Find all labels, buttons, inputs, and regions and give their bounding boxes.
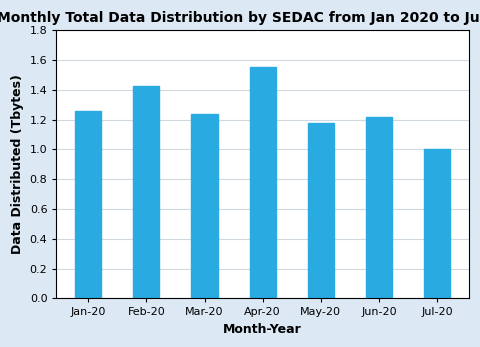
Bar: [250, 67, 276, 298]
Bar: [75, 111, 101, 298]
Bar: [308, 123, 334, 298]
Bar: [192, 114, 217, 298]
Bar: [366, 117, 392, 298]
Title: Monthly Total Data Distribution by SEDAC from Jan 2020 to Jul 2020: Monthly Total Data Distribution by SEDAC…: [0, 11, 480, 25]
Bar: [133, 85, 159, 298]
Bar: [424, 150, 450, 298]
X-axis label: Month-Year: Month-Year: [223, 323, 302, 336]
Y-axis label: Data Distributed (Tbytes): Data Distributed (Tbytes): [11, 75, 24, 254]
